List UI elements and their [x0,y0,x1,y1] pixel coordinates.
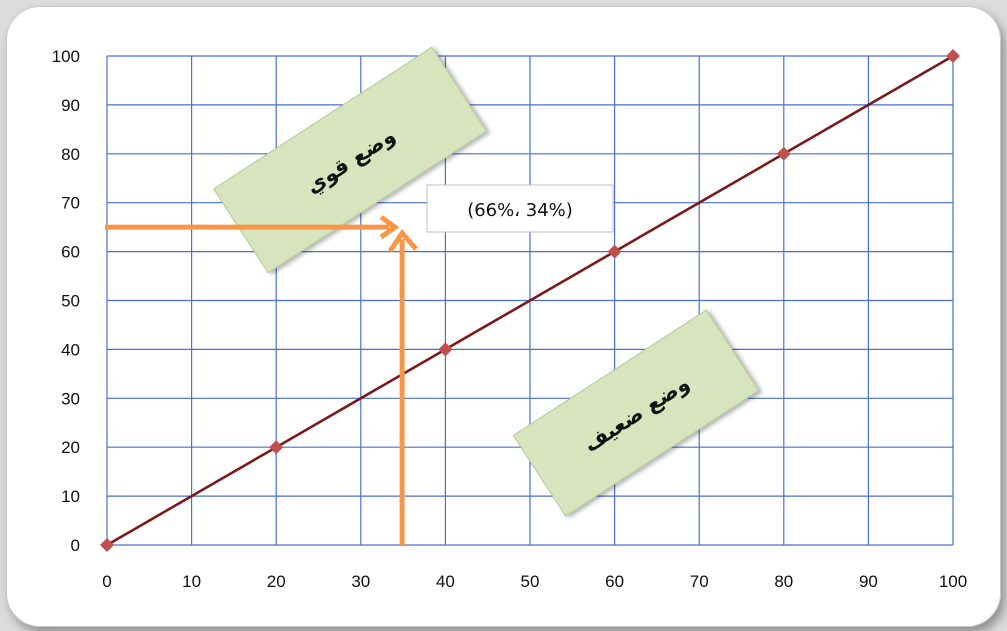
y-tick-label: 40 [61,340,80,359]
series-line [106,54,954,547]
weak-region-box [512,309,760,517]
x-tick-label: 70 [690,572,709,591]
x-tick-label: 20 [267,572,286,591]
x-tick-label: 0 [102,572,111,591]
data-point [438,342,453,357]
data-point [100,538,114,552]
data-point [269,440,284,455]
y-tick-label: 90 [61,96,80,115]
y-tick-label: 50 [61,292,80,311]
point-callout-label: (34% ،66%) [467,200,573,221]
point-callout-box [426,184,614,233]
point-callout: (34% ،66%) [426,184,614,233]
data-point [607,244,622,259]
data-series [100,49,960,552]
y-tick-label: 70 [61,194,80,213]
y-tick-label: 60 [61,243,80,262]
y-tick-label: 0 [71,536,80,555]
x-tick-label: 90 [859,572,878,591]
y-tick-label: 30 [61,389,80,408]
tick-labels: 0 10 20 30 40 50 60 70 80 90 100 0 10 20 30 40 50 60 70 80 9… [52,47,968,591]
y-tick-label: 20 [61,438,80,457]
y-tick-label: 10 [61,487,80,506]
strong-region-box [213,46,487,274]
weak-region-callout: وضع ضعيف [512,309,760,517]
gridlines [106,55,954,546]
x-tick-label: 80 [774,572,793,591]
x-tick-label: 100 [939,572,967,591]
x-tick-label: 30 [351,572,370,591]
x-tick-label: 50 [521,572,540,591]
data-point [776,146,791,161]
horizontal-arrow-head [379,215,400,240]
vertical-arrow-head [388,229,418,253]
y-tick-label: 100 [52,47,80,66]
y-tick-label: 80 [61,145,80,164]
x-tick-label: 40 [436,572,455,591]
x-tick-label: 10 [182,572,201,591]
marker-arrows [105,215,418,545]
strong-region-callout: وضع قوي [213,46,487,274]
x-tick-label: 60 [605,572,624,591]
data-point [946,49,960,63]
